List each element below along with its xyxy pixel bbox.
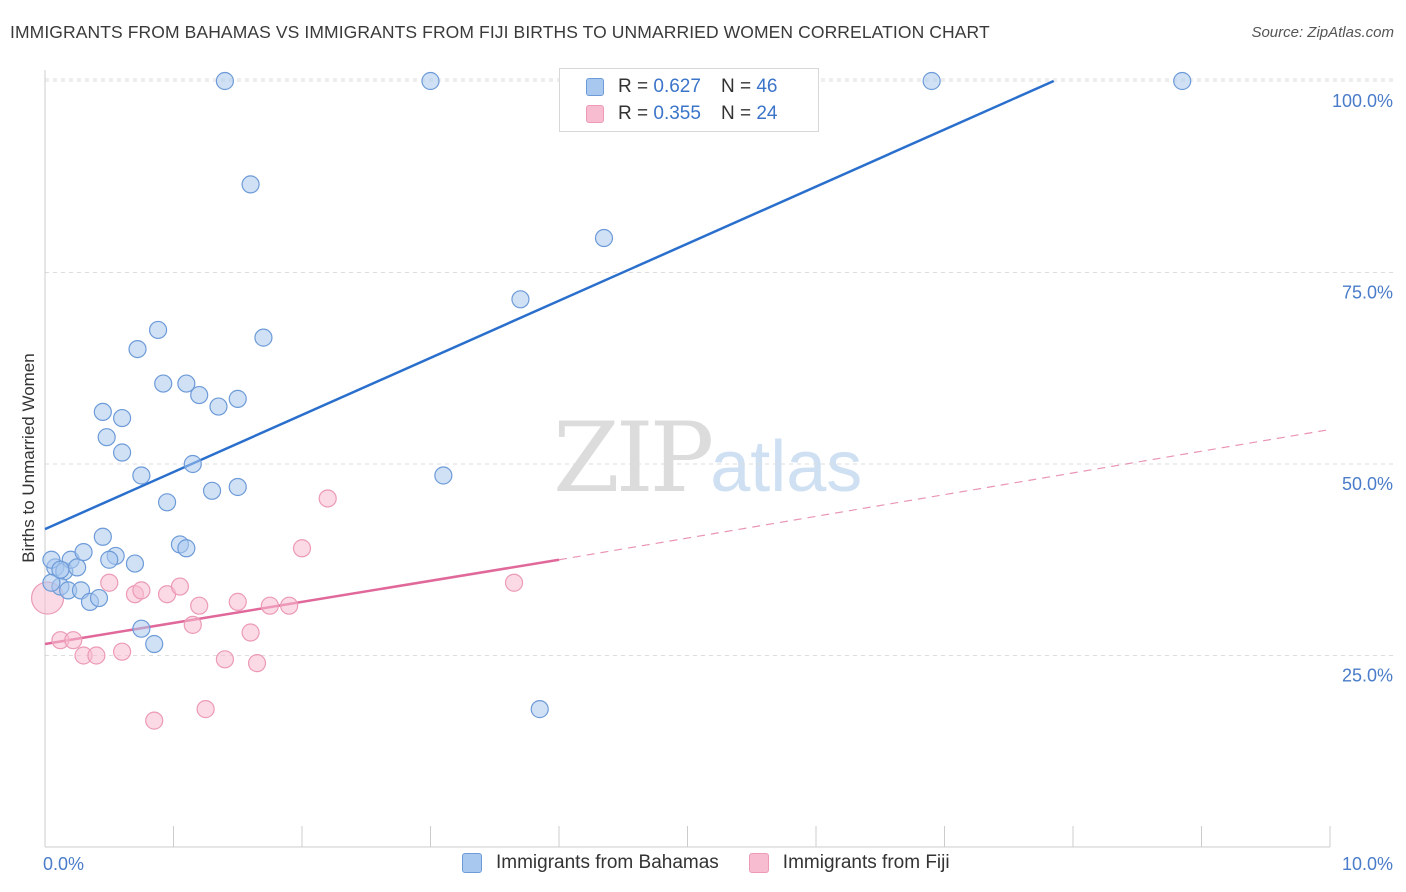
chart-title: IMMIGRANTS FROM BAHAMAS VS IMMIGRANTS FR…: [10, 22, 990, 42]
bahamas-point: [254, 328, 273, 347]
bahamas-point: [93, 527, 112, 546]
bahamas-point: [228, 389, 247, 408]
bahamas-point: [93, 402, 112, 422]
bahamas-point: [177, 374, 196, 393]
bahamas-point: [154, 374, 173, 393]
bahamas-point: [530, 700, 549, 719]
correlation-legend: R = 0.627 N = 46 R = 0.355 N = 24: [559, 68, 819, 132]
axis-labels: 25.0% 50.0% 75.0% 100.0% 0.0% 10.0% Births to …: [19, 91, 1393, 874]
bahamas-point: [112, 443, 132, 462]
bahamas-point: [215, 71, 234, 91]
fiji-point: [87, 646, 106, 665]
y-tick-label: 100.0%: [1332, 91, 1393, 111]
bahamas-point: [421, 71, 440, 91]
fiji-point: [183, 615, 202, 634]
fiji-point: [145, 711, 164, 730]
bahamas-point: [132, 466, 151, 485]
fiji-point: [170, 577, 190, 596]
legend-label-fiji: Immigrants from Fiji: [782, 852, 950, 873]
fiji-point: [112, 642, 132, 661]
legend-n-value-fiji: 24: [756, 103, 778, 124]
bahamas-point: [202, 481, 222, 500]
bahamas-point: [190, 385, 209, 405]
bahamas-point: [100, 550, 119, 569]
fiji-legend-swatch: [748, 853, 769, 873]
bahamas-point: [209, 397, 228, 416]
y-tick-label: 75.0%: [1342, 283, 1393, 303]
legend-label-bahamas: Immigrants from Bahamas: [496, 852, 719, 873]
bahamas-point: [1173, 71, 1192, 91]
bahamas-point: [97, 428, 116, 447]
y-axis-label: Births to Unmarried Women: [19, 353, 38, 562]
bahamas-point: [922, 71, 941, 91]
series-legend: Immigrants from Bahamas Immigrants from …: [462, 852, 980, 874]
legend-r-value-fiji: 0.355: [653, 103, 701, 124]
legend-n-label: N =: [720, 103, 752, 124]
bahamas-trend-line: [44, 79, 1055, 531]
legend-r-label: R =: [618, 76, 649, 97]
watermark-logo: ZIPatlas: [553, 402, 862, 514]
fiji-trend-line: [44, 558, 560, 646]
legend-item-fiji[interactable]: Immigrants from Fiji: [748, 852, 950, 874]
legend-n-label: N =: [720, 76, 752, 97]
bahamas-point: [594, 228, 614, 248]
bahamas-point: [241, 175, 260, 194]
bahamas-point: [51, 560, 70, 579]
bahamas-point: [112, 408, 132, 428]
legend-row-bahamas: R = 0.627 N = 46: [586, 75, 777, 99]
fiji-point: [228, 592, 247, 611]
fiji-point: [64, 631, 83, 650]
data-points: [30, 71, 1192, 730]
bahamas-point: [228, 477, 247, 497]
bahamas-point: [148, 320, 168, 340]
bahamas-point: [42, 573, 61, 592]
gridlines: [45, 78, 1395, 656]
watermark-zip: ZIP: [553, 402, 714, 514]
bahamas-point: [434, 466, 453, 485]
bahamas-point: [511, 290, 530, 309]
legend-r-label: R =: [618, 103, 649, 124]
fiji-point: [132, 581, 151, 600]
x-tick-label-max: 10.0%: [1342, 854, 1393, 874]
fiji-point: [260, 596, 279, 615]
legend-n-value-bahamas: 46: [756, 76, 778, 97]
fiji-point: [247, 654, 267, 673]
bahamas-point: [177, 539, 196, 558]
fiji-point: [241, 623, 260, 642]
fiji-swatch: [586, 105, 604, 123]
bahamas-point: [74, 542, 93, 562]
source-label: Source: ZipAtlas.com: [1251, 24, 1394, 41]
fiji-point: [190, 596, 209, 615]
fiji-point: [280, 596, 299, 615]
legend-row-fiji: R = 0.355 N = 24: [586, 102, 777, 126]
fiji-point: [504, 573, 524, 592]
bahamas-point: [157, 493, 177, 512]
fiji-point: [318, 489, 337, 508]
fiji-point: [292, 539, 312, 558]
trend-lines: [44, 79, 1331, 646]
y-tick-label: 25.0%: [1342, 666, 1393, 686]
y-tick-label: 50.0%: [1342, 474, 1393, 494]
bahamas-point: [68, 558, 87, 577]
bahamas-point: [145, 634, 164, 654]
x-tick-label-min: 0.0%: [43, 854, 84, 874]
bahamas-point: [125, 554, 145, 573]
bahamas-swatch: [586, 78, 604, 96]
fiji-point: [100, 573, 119, 592]
legend-item-bahamas[interactable]: Immigrants from Bahamas: [462, 852, 719, 874]
fiji-point: [196, 700, 215, 719]
fiji-trend-extension: [558, 428, 1331, 561]
bahamas-point: [183, 454, 202, 474]
bahamas-point: [128, 340, 147, 359]
bahamas-legend-swatch: [462, 853, 482, 873]
axes: [44, 70, 1331, 848]
fiji-point: [215, 650, 234, 669]
bahamas-point: [89, 588, 109, 608]
bahamas-point: [132, 619, 151, 638]
legend-r-value-bahamas: 0.627: [653, 76, 701, 97]
watermark-atlas: atlas: [710, 427, 863, 507]
